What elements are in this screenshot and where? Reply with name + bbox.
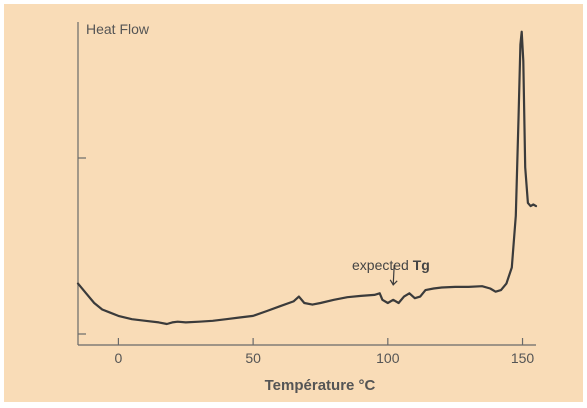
x-ticks: [117, 338, 524, 345]
plot-area: 0 50 100 150 expected Tg Heat Flow Températ…: [76, 21, 538, 394]
annotation-text-regular: expected: [352, 257, 413, 273]
chart-panel: [4, 4, 583, 402]
x-axis-label: Température °C: [265, 377, 376, 394]
annotation-arrow: [389, 264, 398, 286]
tg-annotation: expected Tg: [352, 257, 430, 286]
heat-flow-curve: [76, 30, 538, 326]
x-tick-label: 150: [511, 350, 535, 366]
x-tick-label: 100: [376, 350, 400, 366]
y-axis-label: Heat Flow: [86, 21, 150, 37]
x-tick-label: 0: [115, 350, 123, 366]
x-tick-label: 50: [245, 350, 261, 366]
annotation-label: expected Tg: [352, 257, 430, 273]
annotation-text-bold: Tg: [413, 257, 430, 273]
x-tick-labels: 0 50 100 150: [115, 350, 535, 366]
